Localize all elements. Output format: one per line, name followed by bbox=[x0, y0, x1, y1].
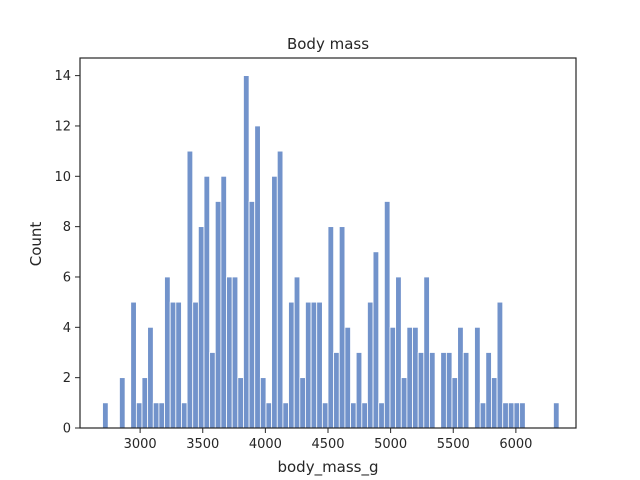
histogram-bar bbox=[181, 402, 188, 429]
y-tick-label: 2 bbox=[63, 371, 71, 386]
x-tick-label: 4000 bbox=[249, 437, 282, 452]
histogram-bar bbox=[344, 326, 351, 429]
histogram-bar bbox=[378, 402, 385, 429]
histogram-bar bbox=[169, 301, 177, 429]
histogram-bar bbox=[130, 301, 137, 429]
histogram-bar bbox=[254, 125, 261, 429]
histogram-bar bbox=[214, 201, 222, 429]
histogram-bar bbox=[389, 326, 397, 429]
histogram-bar bbox=[496, 301, 504, 429]
x-tick-label: 3000 bbox=[124, 437, 157, 452]
histogram-bar bbox=[423, 276, 430, 429]
x-axis-ticks: 3000 3500 4000 4500 5000 5500 6000 bbox=[124, 428, 532, 452]
histogram-bar bbox=[372, 251, 380, 429]
histogram-bar bbox=[135, 402, 143, 429]
y-tick-label: 12 bbox=[54, 119, 71, 134]
histogram-bar bbox=[305, 301, 312, 429]
histogram-bar bbox=[288, 301, 295, 429]
histogram-bar bbox=[220, 175, 227, 429]
histogram-bar bbox=[507, 402, 515, 429]
histogram-bar bbox=[271, 175, 278, 429]
histogram-bar bbox=[350, 402, 357, 429]
histogram-bar bbox=[412, 326, 419, 429]
histogram-bar bbox=[445, 352, 453, 429]
histogram-bar bbox=[383, 201, 391, 429]
y-tick-label: 6 bbox=[63, 270, 71, 285]
histogram-bar bbox=[462, 352, 470, 429]
histogram-bar bbox=[485, 352, 492, 429]
y-tick-label: 4 bbox=[63, 321, 71, 336]
histogram-bar bbox=[355, 352, 363, 429]
histogram-bar bbox=[119, 377, 126, 429]
histogram-bar bbox=[243, 75, 250, 429]
histogram-bar bbox=[276, 150, 284, 429]
histogram-bar bbox=[406, 326, 413, 429]
histogram-bar bbox=[231, 276, 239, 429]
histogram-bar bbox=[299, 377, 306, 429]
histogram-bar bbox=[429, 352, 436, 429]
plot-frame bbox=[79, 57, 577, 429]
histogram-bar bbox=[197, 226, 205, 429]
histogram-bar bbox=[440, 352, 447, 429]
histogram-bar bbox=[141, 377, 149, 429]
histogram-bar bbox=[361, 402, 368, 429]
histogram-bar bbox=[395, 276, 402, 429]
histogram-bar bbox=[158, 402, 165, 429]
histogram-bar bbox=[513, 402, 521, 429]
histogram-bar bbox=[474, 326, 481, 429]
y-tick-label: 10 bbox=[54, 170, 71, 185]
histogram-bar bbox=[293, 276, 301, 429]
histogram-bar bbox=[147, 326, 154, 429]
histogram-bar bbox=[102, 402, 109, 429]
histogram-bar bbox=[192, 301, 199, 429]
histogram-bar bbox=[164, 276, 171, 429]
y-tick-label: 8 bbox=[63, 220, 71, 235]
chart-title: Body mass bbox=[287, 35, 369, 53]
x-tick-label: 5000 bbox=[374, 437, 407, 452]
bars-group bbox=[102, 75, 560, 429]
histogram-bar bbox=[265, 402, 273, 429]
histogram-bar bbox=[248, 201, 256, 429]
histogram-bar bbox=[327, 226, 335, 429]
x-tick-label: 3500 bbox=[186, 437, 219, 452]
histogram-bar bbox=[316, 301, 323, 429]
histogram-bar bbox=[321, 402, 329, 429]
x-tick-label: 5500 bbox=[437, 437, 470, 452]
histogram-bar bbox=[457, 326, 464, 429]
y-axis-title: Count bbox=[27, 222, 45, 267]
y-tick-label: 0 bbox=[63, 422, 71, 437]
histogram-bar bbox=[259, 377, 267, 429]
histogram-bar bbox=[226, 276, 233, 429]
x-tick-label: 6000 bbox=[499, 437, 532, 452]
histogram-bar bbox=[175, 301, 182, 429]
histogram-bar bbox=[451, 377, 459, 429]
histogram-bar bbox=[186, 150, 194, 429]
y-tick-label: 14 bbox=[54, 69, 71, 84]
histogram-bar bbox=[400, 377, 408, 429]
histogram-bar bbox=[237, 377, 244, 429]
histogram-bar bbox=[152, 402, 160, 429]
histogram-bar bbox=[519, 402, 526, 429]
histogram-bar bbox=[310, 301, 318, 429]
histogram-bar bbox=[553, 402, 560, 429]
histogram-bar bbox=[479, 402, 487, 429]
histogram-bar bbox=[338, 226, 346, 429]
histogram-bar bbox=[367, 301, 374, 429]
histogram-bar bbox=[203, 175, 211, 429]
histogram-bar bbox=[491, 377, 498, 429]
x-axis-title: body_mass_g bbox=[277, 458, 378, 477]
histogram-bar bbox=[209, 352, 216, 429]
histogram-bar bbox=[417, 352, 425, 429]
histogram-bar bbox=[502, 402, 509, 429]
histogram-bar bbox=[282, 402, 289, 429]
x-tick-label: 4500 bbox=[311, 437, 344, 452]
histogram-bar bbox=[333, 352, 340, 429]
y-axis-ticks: 0 2 4 6 8 10 12 14 bbox=[54, 69, 80, 437]
